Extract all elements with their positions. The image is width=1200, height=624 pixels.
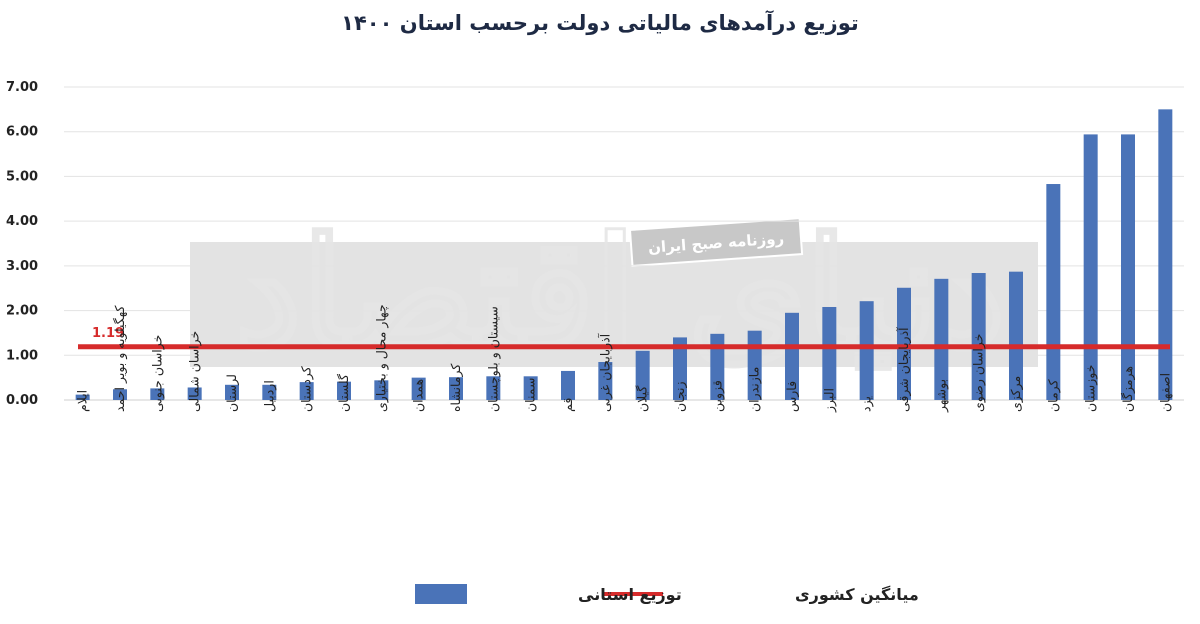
x-tick-label: سیستان و بلوچستان bbox=[485, 306, 501, 412]
bar bbox=[710, 333, 725, 400]
x-tick-label: کردستان bbox=[299, 366, 315, 412]
legend: میانگین کشوری توزیع استانی bbox=[415, 584, 919, 604]
x-tick-label: همدان bbox=[411, 379, 426, 412]
y-tick-label: 3.00 bbox=[6, 259, 38, 274]
x-tick-label: زنجان bbox=[672, 381, 688, 412]
y-axis-ticks: 0.00 1.00 2.00 3.00 4.00 5.00 6.00 7.00 bbox=[6, 80, 38, 408]
x-tick-label: هرمزگان bbox=[1120, 366, 1136, 412]
x-tick-label: اصفهان bbox=[1157, 373, 1173, 412]
x-tick-label: قزوین bbox=[709, 380, 725, 412]
legend-label-average: میانگین کشوری bbox=[795, 585, 919, 604]
average-line-label: 1.19 bbox=[92, 326, 124, 341]
bar bbox=[673, 337, 687, 400]
average-line-group: 1.19 bbox=[78, 326, 1170, 350]
bar bbox=[822, 306, 837, 400]
x-tick-label: اردبیل bbox=[261, 380, 277, 412]
x-tick-label: گیلان bbox=[635, 386, 650, 412]
bar bbox=[1083, 134, 1098, 400]
x-tick-label: فارس bbox=[784, 381, 800, 412]
x-tick-label: آذربایجان غربی bbox=[597, 333, 613, 412]
legend-label-bars: توزیع استانی bbox=[578, 585, 682, 604]
bar bbox=[1158, 109, 1173, 400]
bar bbox=[262, 384, 277, 400]
y-tick-label: 1.00 bbox=[6, 348, 38, 363]
y-tick-label: 5.00 bbox=[6, 169, 38, 184]
x-tick-label: بوشهر bbox=[933, 379, 949, 413]
x-tick-label: آذربایجان شرقی bbox=[896, 327, 912, 412]
x-tick-label: چهار محال و بختیاری bbox=[373, 304, 389, 412]
x-tick-label: مازندران bbox=[747, 367, 763, 412]
x-tick-label: یزد bbox=[859, 396, 875, 412]
x-tick-label: خراسان جنوبی bbox=[149, 335, 165, 412]
y-tick-label: 7.00 bbox=[6, 80, 38, 95]
x-tick-label: قم bbox=[560, 398, 576, 412]
y-tick-label: 0.00 bbox=[6, 393, 38, 408]
bar bbox=[523, 376, 538, 400]
x-tick-label: کرمانشاه bbox=[448, 364, 464, 412]
x-axis-ticks: ایلام کهگیلویه و بویر احمد خراسان جنوبی خرا… bbox=[75, 304, 1174, 413]
bar bbox=[1009, 271, 1023, 400]
bar bbox=[113, 389, 127, 400]
x-tick-label: کهگیلویه و بویر احمد bbox=[112, 306, 128, 412]
x-tick-label: البرز bbox=[821, 388, 837, 413]
bar bbox=[934, 278, 949, 400]
chart-title: توزیع درآمدهای مالیاتی دولت برحسب استان … bbox=[341, 10, 859, 35]
x-tick-label: گلستان bbox=[336, 374, 351, 412]
x-tick-label: لرستان bbox=[224, 374, 240, 412]
bar bbox=[337, 381, 351, 400]
bar bbox=[225, 384, 239, 400]
x-tick-label: خوزستان bbox=[1083, 365, 1099, 412]
watermark: دنیای اقتصاد روزنامه صبح ایران bbox=[190, 204, 1038, 383]
bar bbox=[1046, 184, 1061, 400]
x-tick-label: خراسان رضوی bbox=[971, 334, 987, 412]
legend-item-bars: توزیع استانی bbox=[415, 584, 682, 604]
legend-bar-swatch bbox=[415, 584, 467, 604]
bar bbox=[486, 376, 501, 400]
bar bbox=[299, 382, 314, 400]
bar bbox=[150, 388, 165, 400]
bar bbox=[598, 361, 613, 400]
bar bbox=[411, 377, 426, 400]
x-tick-label: ایلام bbox=[75, 390, 90, 412]
y-tick-label: 2.00 bbox=[6, 304, 38, 319]
watermark-box: روزنامه صبح ایران bbox=[628, 217, 804, 267]
x-tick-label: سمنان bbox=[523, 378, 538, 412]
bar bbox=[859, 301, 874, 400]
bar bbox=[187, 387, 202, 400]
x-tick-label: خراسان شمالی bbox=[187, 331, 203, 412]
legend-item-average: میانگین کشوری bbox=[604, 585, 919, 604]
x-tick-label: مرکزی bbox=[1008, 376, 1024, 412]
bar bbox=[897, 287, 911, 400]
y-tick-label: 6.00 bbox=[6, 125, 38, 140]
x-tick-label: کرمان bbox=[1045, 379, 1061, 412]
bar bbox=[785, 312, 799, 400]
bar bbox=[374, 380, 389, 400]
watermark-brand-text: دنیای اقتصاد bbox=[235, 205, 1005, 381]
bar bbox=[561, 370, 575, 400]
bar bbox=[635, 350, 650, 400]
gridlines bbox=[64, 86, 1184, 401]
bar bbox=[449, 377, 463, 400]
y-tick-label: 4.00 bbox=[6, 214, 38, 229]
bar bbox=[971, 273, 986, 400]
bar bbox=[1121, 134, 1135, 400]
bar bbox=[75, 394, 90, 400]
